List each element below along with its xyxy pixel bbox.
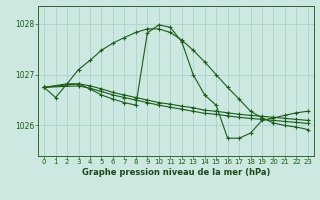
- X-axis label: Graphe pression niveau de la mer (hPa): Graphe pression niveau de la mer (hPa): [82, 168, 270, 177]
